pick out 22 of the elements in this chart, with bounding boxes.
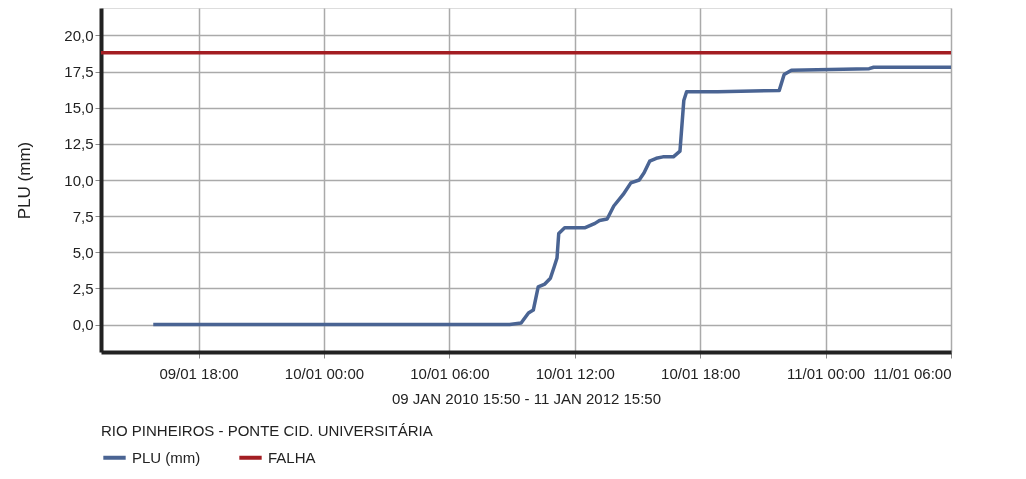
- x-tick-label: 10/01 12:00: [535, 364, 615, 382]
- y-tick-label: 10,0: [64, 171, 94, 189]
- legend-label: FALHA: [268, 448, 316, 466]
- y-tick-label: 2,5: [72, 279, 94, 297]
- y-tick-label: 12,5: [64, 135, 94, 153]
- y-tick-label: 20,0: [64, 26, 94, 44]
- legend-label: PLU (mm): [132, 448, 201, 466]
- x-tick-label: 11/01 00:00: [787, 364, 866, 382]
- y-tick-label: 7,5: [72, 207, 94, 225]
- x-tick-label: 09/01 18:00: [159, 364, 239, 382]
- x-tick-label: 10/01 00:00: [284, 364, 365, 382]
- x-tick-label: 11/01 06:00: [873, 364, 952, 382]
- x-tick-label: 10/01 18:00: [661, 364, 741, 382]
- y-tick-label: 15,0: [64, 99, 94, 117]
- line-series: [151, 65, 951, 327]
- y-tick-label: 0,0: [72, 316, 94, 334]
- x-tick-label: 10/01 06:00: [410, 364, 490, 382]
- y-tick-label: 5,0: [72, 243, 94, 261]
- x-axis-title: 09 JAN 2010 15:50 - 11 JAN 2012 15:50: [391, 389, 662, 407]
- legend-title: RIO PINHEIROS - PONTE CID. UNIVERSITÁRIA: [101, 422, 433, 439]
- y-tick-label: 17,5: [64, 63, 94, 81]
- y-axis-title: PLU (mm): [15, 141, 35, 220]
